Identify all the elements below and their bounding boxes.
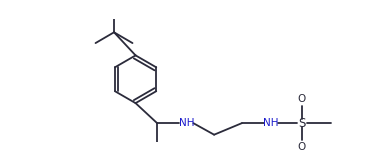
Text: O: O [298,94,306,104]
Text: S: S [298,117,306,130]
Text: NH: NH [179,118,194,128]
Text: O: O [298,142,306,152]
Text: NH: NH [263,118,279,128]
